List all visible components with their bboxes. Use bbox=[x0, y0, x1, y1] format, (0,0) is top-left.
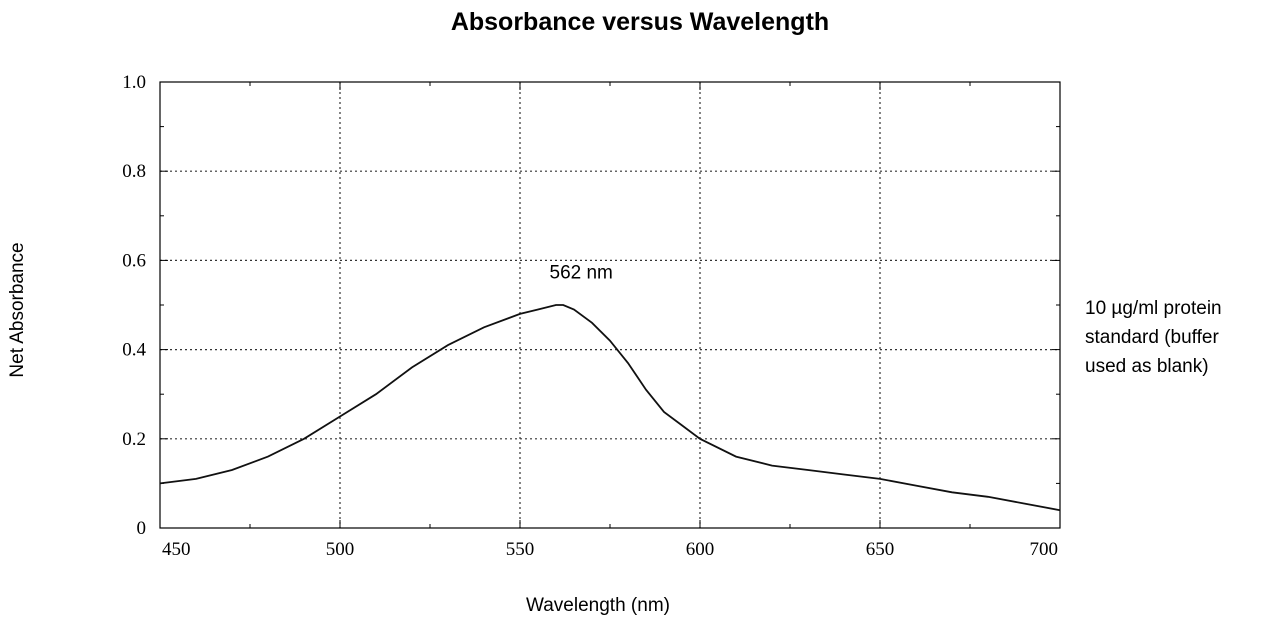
peak-annotation: 562 nm bbox=[550, 262, 613, 283]
sample-note-line-1: 10 µg/ml protein bbox=[1085, 298, 1222, 319]
y-tick-label: 0 bbox=[137, 518, 147, 539]
y-tick-labels: 0 0.2 0.4 0.6 0.8 1.0 bbox=[122, 72, 146, 539]
x-tick-label: 550 bbox=[506, 539, 535, 560]
plot-area-frame bbox=[159, 81, 1061, 529]
x-tick-label: 450 bbox=[162, 539, 191, 560]
y-axis-label: Net Absorbance bbox=[7, 242, 28, 377]
x-tick-label: 700 bbox=[1030, 539, 1059, 560]
gridlines bbox=[160, 82, 1060, 528]
y-tick-label: 0.4 bbox=[122, 340, 146, 361]
sample-note-line-2: standard (buffer bbox=[1085, 327, 1219, 348]
x-tick-labels: 450 500 550 600 650 700 bbox=[162, 539, 1058, 560]
y-tick-label: 0.6 bbox=[122, 250, 146, 271]
x-tick-label: 500 bbox=[326, 539, 355, 560]
chart-title: Absorbance versus Wavelength bbox=[451, 8, 829, 36]
absorbance-curve bbox=[159, 304, 1061, 512]
axis-ticks bbox=[159, 81, 1061, 529]
x-tick-label: 650 bbox=[866, 539, 895, 560]
x-axis-label: Wavelength (nm) bbox=[526, 595, 670, 616]
y-tick-label: 0.8 bbox=[122, 161, 146, 182]
y-tick-label: 0.2 bbox=[122, 429, 146, 450]
sample-note-line-3: used as blank) bbox=[1085, 356, 1209, 377]
x-tick-label: 600 bbox=[686, 539, 715, 560]
sample-note: 10 µg/ml protein standard (buffer used a… bbox=[1085, 298, 1222, 377]
y-tick-label: 1.0 bbox=[122, 72, 146, 93]
